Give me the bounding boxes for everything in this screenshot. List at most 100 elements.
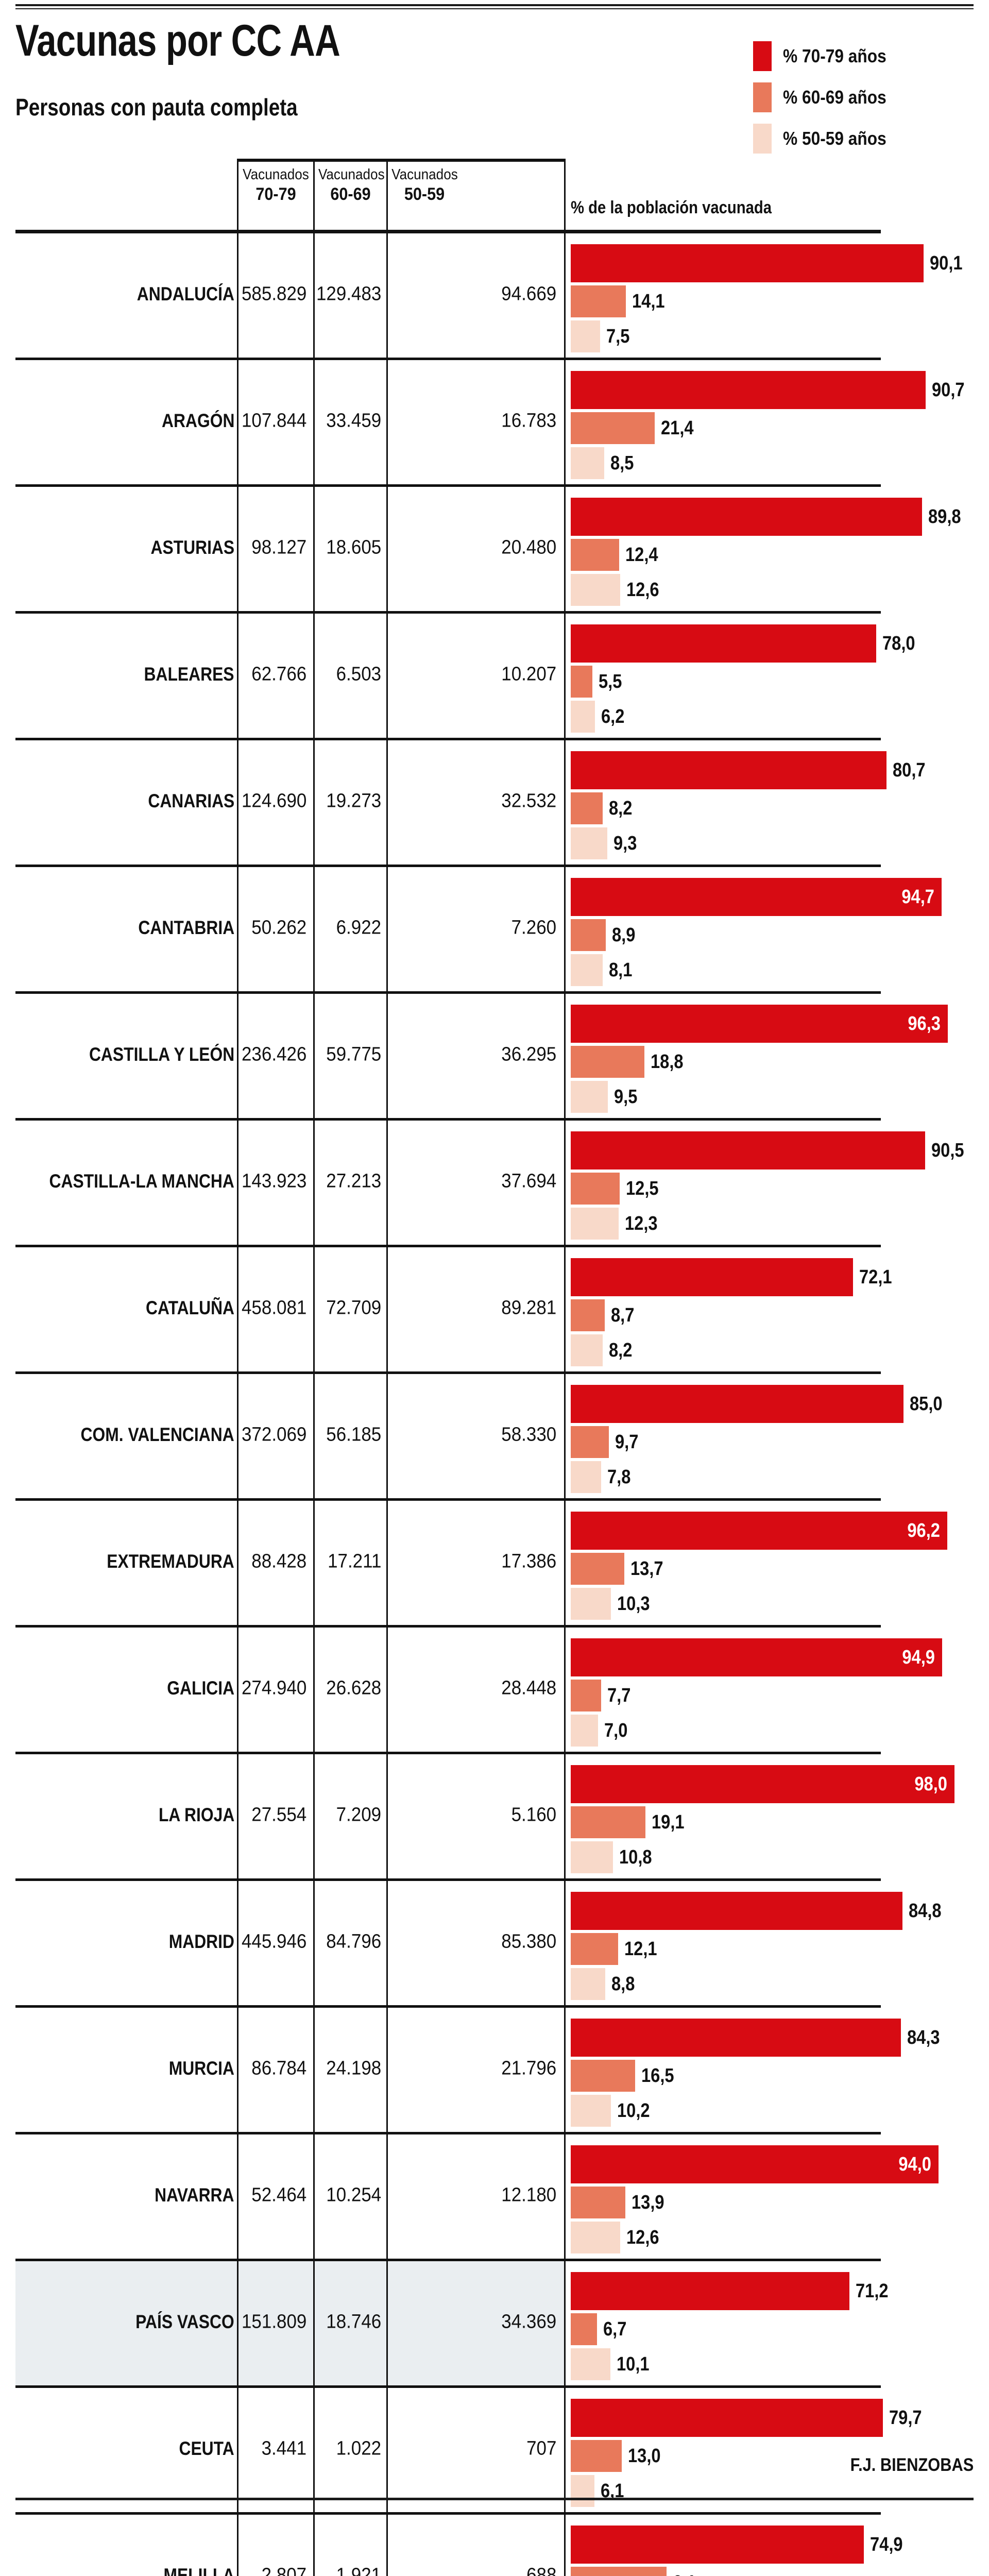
bar <box>571 1461 601 1493</box>
bar <box>571 1638 942 1676</box>
bar <box>571 574 620 606</box>
bar <box>571 1680 601 1711</box>
bar-line-60-69: 5,5 <box>571 666 989 698</box>
bar-value-label: 6,7 <box>603 2318 626 2341</box>
row-separator <box>15 991 881 994</box>
legend-50-59-swatch-icon <box>753 124 772 154</box>
bar-line-70-79: 98,0 <box>571 1765 989 1803</box>
bar-line-50-59: 6,2 <box>571 701 989 733</box>
vaccinated-count-50-59: 85.380 <box>0 1931 556 1953</box>
row-separator <box>15 2259 881 2261</box>
vaccinated-count-text: 707 <box>526 2438 556 2460</box>
vaccinated-count-50-59: 10.207 <box>0 664 556 686</box>
bar-line-50-59: 6,1 <box>571 2475 989 2507</box>
column-header-range: 60-69 <box>318 184 383 205</box>
column-header-top: Vacunados <box>242 166 310 184</box>
bar-value-label: 13,0 <box>628 2445 661 2467</box>
bar-value-label: 94,0 <box>899 2154 932 2176</box>
vaccinated-count-50-59: 89.281 <box>0 1297 556 1319</box>
bar-line-60-69: 8,2 <box>571 792 989 824</box>
bar-line-70-79: 90,5 <box>571 1131 989 1170</box>
bar-value-label: 19,1 <box>652 1811 685 1834</box>
vaccinated-count-text: 32.532 <box>501 790 556 812</box>
bar-line-70-79: 80,7 <box>571 751 989 789</box>
header-bottom-rule <box>15 230 881 232</box>
bar-value-label: 79,7 <box>889 2407 922 2429</box>
bar-value-label: 6,1 <box>673 2572 696 2576</box>
bottom-rule <box>15 2498 974 2500</box>
bar-value-label: 8,9 <box>612 924 635 946</box>
bar <box>571 1588 611 1620</box>
bar <box>571 539 619 571</box>
bar-line-50-59: 10,1 <box>571 2348 989 2380</box>
bar-line-50-59: 8,8 <box>571 1968 989 2000</box>
bar-line-60-69: 19,1 <box>571 1806 989 1838</box>
legend-item-label: % 70-79 años <box>783 45 886 67</box>
vaccinated-count-text: 58.330 <box>501 1424 556 1446</box>
row-separator <box>15 865 881 867</box>
bar-value-label: 12,6 <box>626 2227 659 2249</box>
bar <box>571 878 942 916</box>
bar-value-label: 7,8 <box>607 1466 630 1488</box>
vaccinated-count-50-59: 58.330 <box>0 1424 556 1446</box>
bar-value-label: 9,7 <box>615 1431 638 1453</box>
bar-value-label: 12,5 <box>626 1178 659 1200</box>
bar-value-label: 85,0 <box>910 1393 943 1415</box>
bar-line-50-59: 8,1 <box>571 954 989 986</box>
bar-value-label: 72,1 <box>859 1266 892 1289</box>
bar-line-70-79: 71,2 <box>571 2272 989 2310</box>
bar-value-label: 10,2 <box>617 2100 650 2122</box>
bar-line-70-79: 94,9 <box>571 1638 989 1676</box>
bar-value-label: 96,3 <box>908 1013 941 1035</box>
bar-value-label: 12,6 <box>626 579 659 601</box>
column-divider <box>313 159 315 2576</box>
bar-line-70-79: 72,1 <box>571 1258 989 1296</box>
bar-value-label: 9,5 <box>614 1086 637 1108</box>
bar-line-70-79: 90,1 <box>571 244 989 282</box>
bar <box>571 2272 849 2310</box>
vaccinated-count-text: 94.669 <box>501 283 556 306</box>
bar <box>571 2475 594 2507</box>
bar <box>571 1081 608 1113</box>
page-subtitle: Personas con pauta completa <box>15 95 298 119</box>
bar-value-label: 10,1 <box>617 2353 650 2376</box>
legend-item-label: % 50-59 años <box>783 128 886 149</box>
bar-line-50-59: 7,5 <box>571 320 989 352</box>
bar-line-60-69: 13,7 <box>571 1553 989 1585</box>
bar-value-label: 10,3 <box>617 1593 650 1615</box>
row-separator <box>15 1118 881 1121</box>
bar-value-label: 84,8 <box>909 1900 942 1922</box>
row-separator <box>15 358 881 360</box>
bar-group: 96,3 18,8 9,5 <box>571 1005 989 1118</box>
bar <box>571 919 606 951</box>
bar-line-60-69: 8,9 <box>571 919 989 951</box>
bar-value-label: 90,5 <box>931 1140 964 1162</box>
bar-line-50-59: 10,8 <box>571 1841 989 1873</box>
column-divider <box>386 159 388 2576</box>
bar-line-70-79: 96,2 <box>571 1512 989 1550</box>
bar-value-label: 10,8 <box>619 1846 652 1869</box>
bar-group: 71,2 6,7 10,1 <box>571 2272 989 2385</box>
bar <box>571 954 603 986</box>
bar <box>571 2567 667 2576</box>
bar <box>571 498 922 536</box>
bar-value-label: 18,8 <box>651 1051 684 1073</box>
bar-value-label: 98,0 <box>914 1773 947 1795</box>
bar <box>571 1385 903 1423</box>
bar <box>571 2313 597 2345</box>
bar-line-70-79: 96,3 <box>571 1005 989 1043</box>
bar <box>571 1553 624 1585</box>
bar <box>571 2440 622 2472</box>
bar <box>571 412 655 444</box>
bar-line-50-59: 12,6 <box>571 574 989 606</box>
bar <box>571 1765 954 1803</box>
